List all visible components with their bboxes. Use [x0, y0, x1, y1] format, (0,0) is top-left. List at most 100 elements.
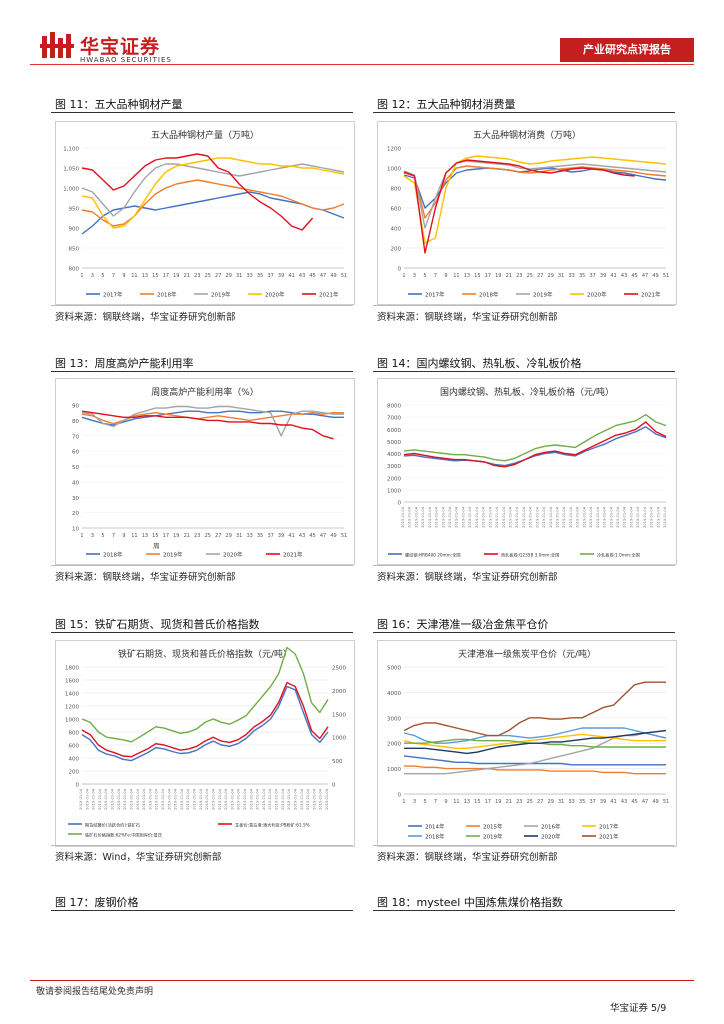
- x-tick-label: 15: [474, 799, 480, 805]
- x-tick-label: 15: [474, 273, 480, 279]
- series-line: [81, 163, 345, 217]
- x-date-tick: 2019-01-04: [408, 506, 412, 528]
- x-date-tick: 2019-01-04: [562, 506, 566, 528]
- x-date-tick: 2019-01-04: [461, 506, 465, 528]
- x-date-tick: 2019-01-04: [482, 506, 486, 528]
- x-date-tick: 2019-01-04: [312, 788, 316, 810]
- x-tick-label: 9: [122, 533, 125, 539]
- y-tick-label: 850: [69, 247, 80, 253]
- legend-label: 车板价:青岛港:澳大利亚:PB粉矿:61.5%: [235, 822, 310, 829]
- figure-source: 资料来源：钢联终端，华宝证券研究创新部: [377, 572, 558, 583]
- x-axis-label: 周: [153, 542, 160, 550]
- x-tick-label: 19: [173, 533, 179, 539]
- series-line: [81, 646, 329, 743]
- series-line: [403, 167, 667, 209]
- x-date-tick: 2019-01-04: [243, 788, 247, 810]
- x-date-tick: 2019-01-04: [515, 506, 519, 528]
- y2-tick-label: 1500: [332, 712, 346, 718]
- x-tick-label: 49: [330, 533, 336, 539]
- x-date-tick: 2019-01-04: [142, 788, 146, 810]
- y-tick-label: 7000: [387, 416, 401, 422]
- figure-title-rule: [51, 632, 353, 633]
- legend-label: 2016年: [541, 823, 561, 831]
- report-type-banner: 产业研究点评报告: [560, 38, 694, 62]
- x-date-tick: 2019-01-04: [79, 788, 83, 810]
- legend-label: 2020年: [223, 551, 243, 559]
- x-date-tick: 2019-01-04: [616, 506, 620, 528]
- series-line: [403, 681, 666, 737]
- x-tick-label: 5: [101, 533, 104, 539]
- y-tick-label: 6000: [387, 428, 401, 434]
- series-line: [403, 426, 667, 467]
- legend-label: 2020年: [541, 833, 561, 841]
- x-tick-label: 49: [652, 799, 658, 805]
- series-line: [403, 421, 667, 468]
- x-tick-label: 41: [288, 533, 294, 539]
- x-date-tick: 2019-01-04: [636, 506, 640, 528]
- legend-label: 2019年: [533, 291, 553, 299]
- x-date-tick: 2019-01-04: [117, 788, 121, 810]
- y-tick-label: 0: [76, 783, 80, 789]
- logo-subtext: HWABAO SECURITIES: [80, 56, 172, 64]
- x-tick-label: 5: [101, 273, 104, 279]
- x-tick-label: 39: [278, 273, 284, 279]
- legend-label: 2015年: [483, 823, 503, 831]
- x-tick-label: 11: [453, 273, 459, 279]
- chart-box: 五大品种钢材消费（万吨） 0 200 400 600 800 1000 1200 1 3 5 7 9 11…: [377, 121, 677, 305]
- source-rule: [373, 845, 675, 846]
- figure-title-rule: [51, 371, 353, 372]
- y-tick-label: 4000: [387, 691, 401, 697]
- legend-label: 2018年: [479, 291, 499, 299]
- x-tick-label: 39: [278, 533, 284, 539]
- y-tick-label: 0: [398, 793, 402, 799]
- x-tick-label: 43: [299, 533, 305, 539]
- x-date-tick: 2019-01-04: [488, 506, 492, 528]
- chart-box: 铁矿石期货、现货和普氏价格指数（元/吨） 0 200 400 600 800 1000 120…: [55, 640, 355, 847]
- x-tick-label: 47: [320, 273, 326, 279]
- chart-title: 五大品种钢材产量（万吨）: [151, 129, 259, 141]
- x-date-tick: 2019-01-04: [111, 788, 115, 810]
- x-tick-label: 11: [453, 799, 459, 805]
- chart-title: 五大品种钢材消费（万吨）: [473, 129, 581, 141]
- legend-label: 2018年: [157, 291, 177, 299]
- x-date-tick: 2019-01-04: [325, 788, 329, 810]
- x-tick-label: 21: [184, 533, 190, 539]
- x-date-tick: 2019-01-04: [508, 506, 512, 528]
- x-date-tick: 2019-01-04: [522, 506, 526, 528]
- x-tick-label: 3: [91, 273, 94, 279]
- y-tick-label: 1200: [65, 705, 79, 711]
- figure-source: 资料来源：钢联终端，华宝证券研究创新部: [55, 572, 236, 583]
- legend-label: 螺纹钢:HRB400 20mm:全国: [405, 552, 461, 559]
- x-tick-label: 29: [548, 273, 554, 279]
- legend-label: 2021年: [641, 291, 661, 299]
- x-tick-label: 21: [506, 799, 512, 805]
- x-date-tick: 2019-01-04: [535, 506, 539, 528]
- x-tick-label: 39: [600, 273, 606, 279]
- y2-tick-label: 2500: [332, 666, 346, 672]
- x-tick-label: 23: [516, 799, 522, 805]
- y-tick-label: 1800: [65, 666, 79, 672]
- x-tick-label: 23: [194, 533, 200, 539]
- x-date-tick: 2019-01-04: [650, 506, 654, 528]
- x-tick-label: 31: [236, 533, 242, 539]
- y-tick-label: 10: [72, 527, 79, 533]
- x-tick-label: 17: [163, 273, 169, 279]
- x-tick-label: 47: [642, 273, 648, 279]
- x-date-tick: 2019-01-04: [148, 788, 152, 810]
- x-date-tick: 2019-01-04: [123, 788, 127, 810]
- series-line: [403, 755, 666, 766]
- y-tick-label: 0: [398, 267, 402, 273]
- legend-label: 热轧板卷:Q235B 3.0mm:全国: [501, 552, 559, 559]
- x-date-tick: 2019-01-04: [448, 506, 452, 528]
- figure-title-rule: [51, 910, 353, 911]
- line-chart: 国内螺纹钢、热轧板、冷轧板价格（元/吨） 0 1000 2000 3000 4000 500…: [387, 386, 667, 559]
- x-tick-label: 41: [610, 273, 616, 279]
- legend-label: 2020年: [265, 291, 285, 299]
- x-date-tick: 2019-01-04: [180, 788, 184, 810]
- y-tick-label: 950: [69, 207, 80, 213]
- y-tick-label: 1200: [387, 147, 401, 153]
- x-date-tick: 2019-01-04: [205, 788, 209, 810]
- x-tick-label: 43: [621, 273, 627, 279]
- x-tick-label: 9: [444, 799, 447, 805]
- x-tick-label: 19: [173, 273, 179, 279]
